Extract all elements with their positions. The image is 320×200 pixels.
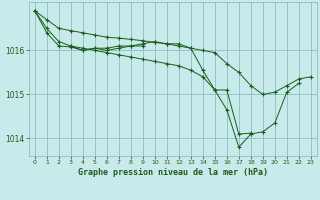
X-axis label: Graphe pression niveau de la mer (hPa): Graphe pression niveau de la mer (hPa) (78, 168, 268, 177)
